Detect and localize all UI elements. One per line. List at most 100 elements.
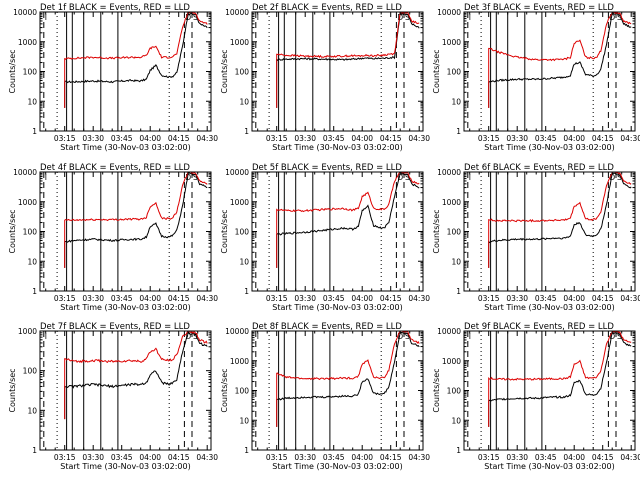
y-tick-label: 1	[32, 127, 37, 136]
panel-title: Det 2f BLACK = Events, RED = LLD	[252, 3, 402, 13]
y-tick-label: 100	[23, 68, 38, 77]
x-axis-label: Start Time (30-Nov-03 03:02:00)	[272, 143, 402, 152]
x-tick-label: 04:00	[563, 294, 585, 303]
y-axis-label: Counts/sec	[432, 209, 441, 253]
event-marker-label: I	[45, 13, 47, 22]
x-tick-label: 03:45	[535, 294, 557, 303]
y-tick-label: 1	[244, 127, 249, 136]
y-tick-label: 10000	[437, 8, 461, 17]
y-tick-label: 10	[239, 416, 249, 425]
y-tick-label: 10000	[225, 327, 249, 336]
x-tick-label: 04:30	[408, 453, 430, 462]
event-marker-label: S	[405, 13, 410, 22]
event-marker-label: S	[617, 332, 622, 341]
series-line-events	[276, 331, 420, 427]
x-tick-label: 04:00	[351, 453, 373, 462]
series-line-lld	[276, 172, 420, 268]
x-tick-label: 04:00	[139, 294, 161, 303]
y-tick-label: 1	[32, 287, 37, 296]
y-tick-label: 1	[456, 127, 461, 136]
event-marker-label: D	[397, 13, 403, 22]
series-group	[64, 12, 208, 108]
x-tick-label: 03:15	[266, 294, 288, 303]
y-tick-label: 100	[235, 387, 250, 396]
x-tick-label: 03:45	[111, 134, 133, 143]
x-tick-label: 03:45	[111, 453, 133, 462]
x-tick-label: 03:30	[82, 294, 104, 303]
panel-title: Det 4f BLACK = Events, RED = LLD	[40, 163, 190, 173]
y-tick-label: 1000	[442, 198, 461, 207]
x-tick-label: 03:45	[535, 134, 557, 143]
x-tick-label: 04:30	[620, 453, 640, 462]
y-tick-label: 1000	[18, 38, 37, 47]
y-axis-label: Counts/sec	[8, 368, 17, 412]
event-marker-label: S	[193, 332, 198, 341]
y-tick-label: 10	[451, 257, 461, 266]
y-axis-label: Counts/sec	[220, 368, 229, 412]
x-tick-label: 03:30	[506, 453, 528, 462]
x-tick-label: 04:00	[563, 134, 585, 143]
y-axis-label: Counts/sec	[8, 49, 17, 93]
event-marker-label: I	[257, 13, 259, 22]
y-tick-label: 100	[447, 387, 462, 396]
event-marker-label: I	[469, 173, 471, 182]
x-tick-label: 03:15	[478, 294, 500, 303]
plot-frame	[39, 330, 212, 451]
event-marker-label: I	[257, 173, 259, 182]
y-axis-label: Counts/sec	[432, 49, 441, 93]
series-line-events	[64, 172, 208, 268]
y-tick-label: 100	[447, 68, 462, 77]
x-tick-label: 03:15	[54, 294, 76, 303]
y-tick-label: 1000	[230, 198, 249, 207]
x-tick-label: 03:45	[535, 453, 557, 462]
event-marker-label: D	[609, 13, 615, 22]
x-tick-label: 04:15	[168, 294, 190, 303]
series-line-lld	[64, 12, 208, 108]
x-axis-label: Start Time (30-Nov-03 03:02:00)	[484, 143, 614, 152]
x-tick-label: 04:15	[592, 134, 614, 143]
event-marker-label: S	[193, 173, 198, 182]
x-tick-label: 04:30	[196, 134, 218, 143]
x-axis-label: Start Time (30-Nov-03 03:02:00)	[60, 143, 190, 152]
event-marker-label: S	[193, 13, 198, 22]
x-tick-label: 03:30	[294, 453, 316, 462]
panel-title: Det 8f BLACK = Events, RED = LLD	[252, 322, 402, 332]
x-tick-label: 03:30	[294, 294, 316, 303]
plot-frame	[251, 171, 424, 292]
x-tick-label: 04:30	[408, 294, 430, 303]
x-tick-label: 03:45	[111, 294, 133, 303]
y-tick-label: 10	[27, 97, 37, 106]
y-tick-label: 10000	[437, 168, 461, 177]
series-line-events	[276, 172, 420, 268]
series-group	[64, 331, 208, 420]
y-tick-label: 10000	[225, 168, 249, 177]
x-tick-label: 03:30	[506, 294, 528, 303]
series-line-events	[488, 172, 632, 268]
event-marker-label: D	[609, 173, 615, 182]
y-tick-label: 10000	[13, 8, 37, 17]
y-tick-label: 10	[239, 257, 249, 266]
y-tick-label: 1	[244, 446, 249, 455]
y-axis-label: Counts/sec	[220, 209, 229, 253]
y-tick-label: 1000	[18, 327, 37, 336]
y-tick-label: 100	[23, 228, 38, 237]
series-group	[488, 331, 632, 427]
series-group	[64, 172, 208, 268]
panel-title: Det 3f BLACK = Events, RED = LLD	[464, 3, 614, 13]
y-tick-label: 10	[239, 97, 249, 106]
x-tick-label: 04:00	[139, 453, 161, 462]
y-axis-label: Counts/sec	[432, 368, 441, 412]
x-tick-label: 03:30	[82, 134, 104, 143]
x-tick-label: 04:30	[196, 453, 218, 462]
y-tick-label: 100	[235, 68, 250, 77]
series-line-lld	[64, 172, 208, 268]
x-tick-label: 04:15	[592, 453, 614, 462]
event-marker-label: I	[45, 173, 47, 182]
x-tick-label: 04:30	[620, 294, 640, 303]
y-tick-label: 100	[447, 228, 462, 237]
event-marker-label: S	[617, 173, 622, 182]
